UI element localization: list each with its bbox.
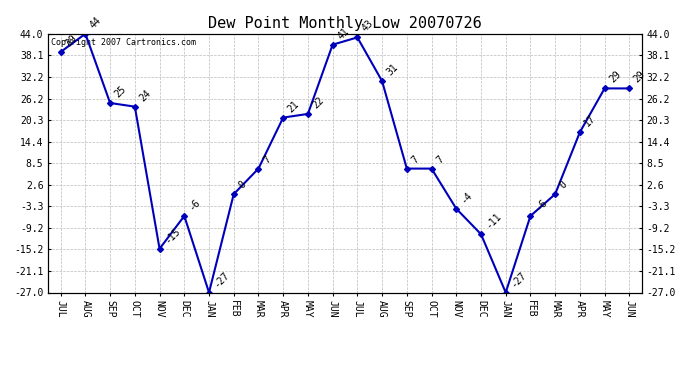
Text: -6: -6 bbox=[187, 197, 202, 212]
Text: 29: 29 bbox=[607, 69, 623, 85]
Text: 7: 7 bbox=[262, 154, 273, 165]
Text: 7: 7 bbox=[434, 154, 446, 165]
Text: 21: 21 bbox=[286, 99, 302, 114]
Text: Copyright 2007 Cartronics.com: Copyright 2007 Cartronics.com bbox=[51, 38, 196, 46]
Text: 25: 25 bbox=[113, 84, 128, 99]
Text: 39: 39 bbox=[63, 33, 79, 48]
Text: 43: 43 bbox=[360, 18, 375, 34]
Text: -27: -27 bbox=[509, 269, 528, 289]
Text: 44: 44 bbox=[88, 15, 104, 30]
Text: -15: -15 bbox=[162, 226, 182, 245]
Text: -6: -6 bbox=[533, 197, 549, 212]
Text: 22: 22 bbox=[310, 95, 326, 110]
Text: 7: 7 bbox=[410, 154, 421, 165]
Text: 24: 24 bbox=[137, 88, 153, 103]
Text: -27: -27 bbox=[212, 269, 231, 289]
Text: 0: 0 bbox=[237, 179, 248, 190]
Text: 29: 29 bbox=[632, 69, 647, 85]
Title: Dew Point Monthly Low 20070726: Dew Point Monthly Low 20070726 bbox=[208, 16, 482, 31]
Text: 0: 0 bbox=[558, 179, 569, 190]
Text: -4: -4 bbox=[459, 190, 475, 205]
Text: -11: -11 bbox=[484, 211, 503, 231]
Text: 31: 31 bbox=[385, 62, 400, 78]
Text: 41: 41 bbox=[335, 26, 351, 41]
Text: 17: 17 bbox=[582, 113, 598, 129]
